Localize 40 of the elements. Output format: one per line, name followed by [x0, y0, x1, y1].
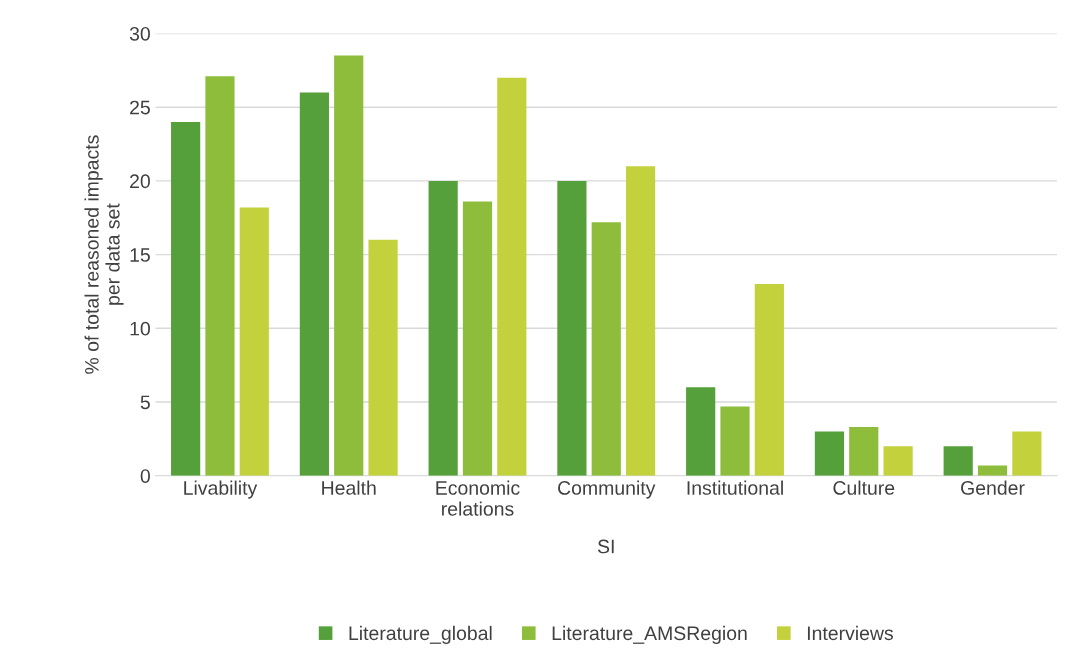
x-tick-label: Health	[322, 480, 376, 495]
legend-label: Literature_global	[349, 625, 492, 644]
bar	[1012, 431, 1042, 476]
x-tick-label: Gender	[961, 480, 1025, 495]
x-tick-label: Economic relations	[436, 480, 520, 516]
y-axis-title: % of total reasoned impacts per data set	[84, 135, 124, 374]
bar	[720, 406, 750, 476]
x-tick-label: Culture	[833, 480, 895, 495]
bar	[368, 239, 398, 476]
legend-label: Literature_AMSRegion	[552, 625, 747, 644]
y-tick-label: 5	[140, 395, 150, 410]
bar	[334, 55, 364, 476]
y-tick-label: 0	[140, 469, 150, 483]
bar	[462, 201, 493, 476]
bar	[428, 180, 458, 476]
bar	[814, 431, 845, 476]
bar	[205, 76, 235, 476]
bar	[299, 92, 329, 476]
bar	[239, 207, 269, 476]
bar	[497, 77, 527, 476]
x-tick-label: Institutional	[687, 480, 783, 495]
bar	[754, 284, 784, 476]
bar	[943, 446, 973, 476]
x-tick-label: Community	[558, 480, 656, 499]
bar	[557, 180, 587, 476]
y-tick-label: 30	[129, 26, 150, 41]
bar	[625, 166, 656, 476]
y-tick-label: 15	[130, 248, 150, 262]
bar	[686, 387, 716, 476]
bar	[171, 121, 201, 476]
y-tick-label: 20	[130, 174, 150, 189]
y-tick-label: 25	[130, 100, 150, 115]
x-axis-title: SI	[597, 539, 614, 554]
bar	[591, 222, 621, 476]
x-tick-label: Livability	[184, 480, 258, 499]
bar	[883, 446, 913, 476]
bar	[977, 465, 1008, 476]
legend-label: Interviews	[807, 625, 893, 641]
y-tick-label: 10	[130, 321, 150, 336]
bar	[849, 427, 879, 476]
